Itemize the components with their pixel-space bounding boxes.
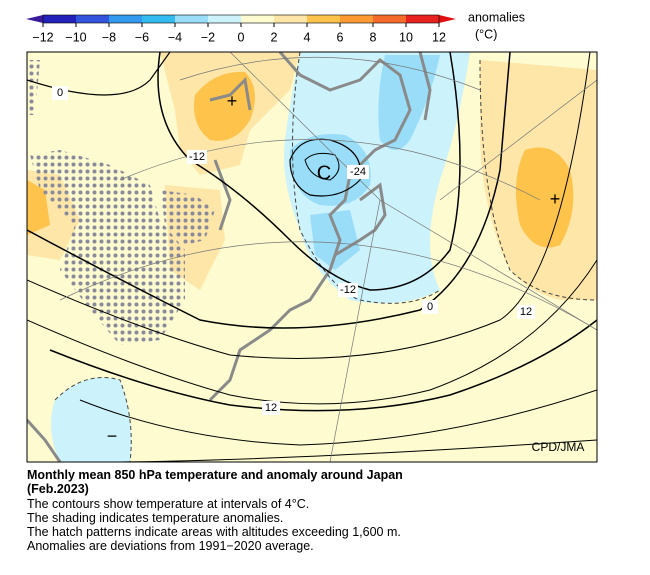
colorbar-segment [76, 15, 109, 23]
warm-core [516, 147, 574, 248]
colorbar-arrow [26, 15, 43, 23]
colorbar-tick-label: −10 [65, 30, 86, 44]
colorbar-tick-label: 2 [271, 30, 278, 44]
contour-label: 12 [520, 306, 532, 318]
terrain-hatch [28, 60, 40, 115]
graticule [59, 52, 597, 462]
cold-area [51, 377, 132, 462]
caption-line: The contours show temperature at interva… [27, 497, 309, 511]
caption-line: The hatch patterns indicate areas with a… [27, 525, 401, 539]
cold-center-marker: C [317, 162, 331, 184]
caption-line: Anomalies are deviations from 1991−2020 … [27, 539, 314, 553]
colorbar-segment [43, 15, 76, 23]
colorbar-segment [406, 15, 439, 23]
colorbar-tick-label: 0 [238, 30, 245, 44]
cold-center-marker: − [107, 426, 118, 446]
contour-label: -12 [189, 151, 205, 163]
caption-title: Monthly mean 850 hPa temperature and ano… [27, 468, 403, 482]
colorbar-tick-label: −12 [32, 30, 53, 44]
map-frame [26, 51, 598, 463]
colorbar-tick-label: −8 [102, 30, 116, 44]
colorbar-tick-label: 8 [370, 30, 377, 44]
colorbar-tick-label: 4 [304, 30, 311, 44]
contour-label: 12 [265, 402, 277, 414]
colorbar-arrow [439, 15, 456, 23]
caption-line: The shading indicates temperature anomal… [27, 511, 283, 525]
colorbar-segment [307, 15, 340, 23]
warm-core [194, 71, 255, 141]
colorbar-segment [109, 15, 142, 23]
warm-center-marker: + [550, 189, 561, 209]
colorbar-segment [208, 15, 241, 23]
warm-center-marker: + [227, 91, 238, 111]
colorbar-segment [373, 15, 406, 23]
credit: CPD/JMA [532, 440, 585, 454]
contour-label: -24 [350, 166, 366, 178]
caption-date: (Feb.2023) [27, 482, 89, 496]
colorbar-tick-label: 6 [337, 30, 344, 44]
colorbar-tick-label: −2 [201, 30, 215, 44]
contour-label: 0 [427, 301, 433, 313]
cold-core [310, 210, 360, 270]
colorbar-segment [175, 15, 208, 23]
colorbar-segment [241, 15, 274, 23]
colorbar-tick-label: 10 [399, 30, 413, 44]
anomaly-contour [54, 52, 597, 462]
colorbar-title: anomalies [468, 10, 525, 24]
colorbar-segment [142, 15, 175, 23]
terrain-hatch [30, 150, 185, 345]
temperature-contour [27, 52, 597, 462]
terrain-hatch [160, 190, 215, 245]
colorbar: −12 −10 −8 −6 −4 −2 0 2 4 6 8 10 12 [26, 14, 456, 44]
colorbar-tick-label: −4 [168, 30, 182, 44]
coastline [27, 52, 432, 462]
contour-label: -12 [340, 284, 356, 296]
colorbar-segment [340, 15, 373, 23]
colorbar-tick-label: 12 [432, 30, 446, 44]
colorbar-tick-label: −6 [135, 30, 149, 44]
contour-label: 0 [57, 87, 63, 99]
map: 0 -12 -24 -12 0 12 12 C + + − CPD/JMA [27, 52, 597, 462]
colorbar-unit: (°C) [475, 27, 497, 41]
colorbar-segment [274, 15, 307, 23]
contour-label-bg [52, 86, 535, 415]
